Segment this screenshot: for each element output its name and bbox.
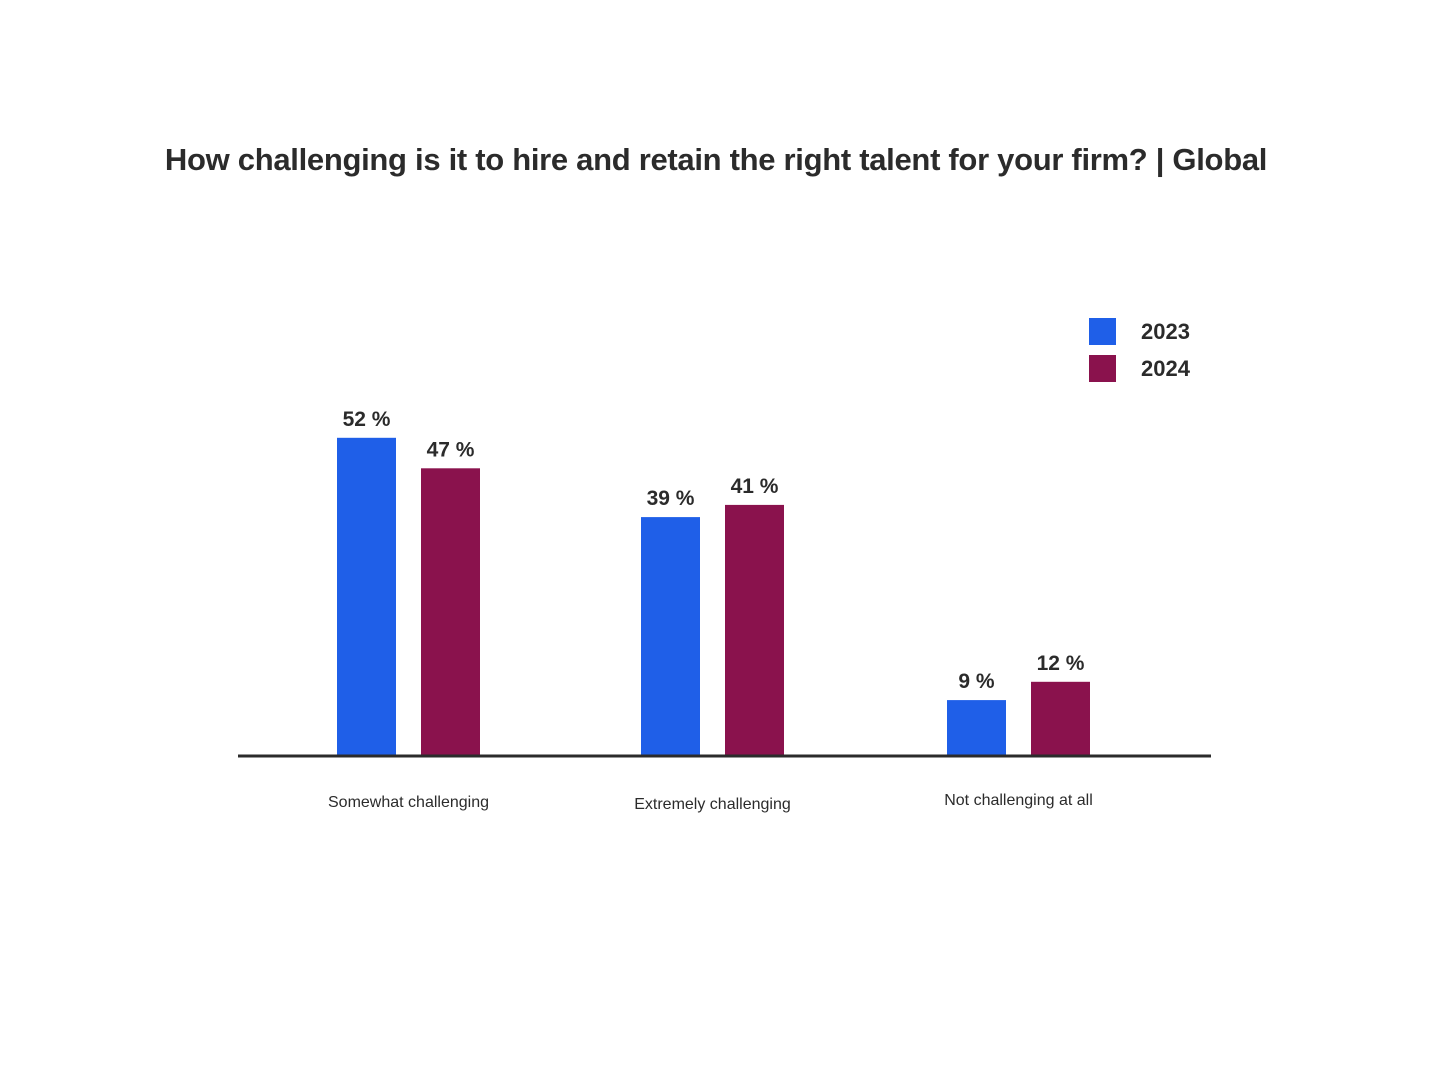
legend-label-2024: 2024 — [1141, 356, 1191, 381]
legend: 2023 2024 — [1089, 318, 1191, 382]
category-label-0: Somewhat challenging — [328, 794, 489, 811]
data-label-2024-2: 12 % — [1037, 652, 1085, 675]
bar-2024-0 — [421, 468, 480, 755]
category-labels-layer: Somewhat challenging Extremely challengin… — [328, 792, 1093, 813]
data-label-2023-1: 39 % — [647, 487, 695, 510]
bar-2024-2 — [1031, 681, 1090, 755]
legend-swatch-2024 — [1089, 355, 1116, 382]
bar-2023-1 — [641, 517, 700, 755]
data-label-2023-0: 52 % — [343, 408, 391, 431]
data-label-2024-0: 47 % — [427, 438, 475, 461]
category-label-1: Extremely challenging — [634, 796, 791, 813]
category-label-2: Not challenging at all — [944, 792, 1093, 809]
bar-2024-1 — [725, 504, 784, 755]
legend-label-2023: 2023 — [1141, 319, 1190, 344]
chart-title: How challenging is it to hire and retain… — [164, 142, 1268, 177]
bar-2023-2 — [947, 700, 1006, 755]
data-label-2023-2: 9 % — [958, 670, 995, 693]
bar-2023-0 — [337, 437, 396, 755]
bars-layer — [337, 437, 1090, 755]
value-labels-layer: 52 % 47 % 39 % 41 % 9 % 12 % — [343, 408, 1085, 693]
legend-swatch-2023 — [1089, 318, 1116, 345]
data-label-2024-1: 41 % — [731, 475, 779, 498]
